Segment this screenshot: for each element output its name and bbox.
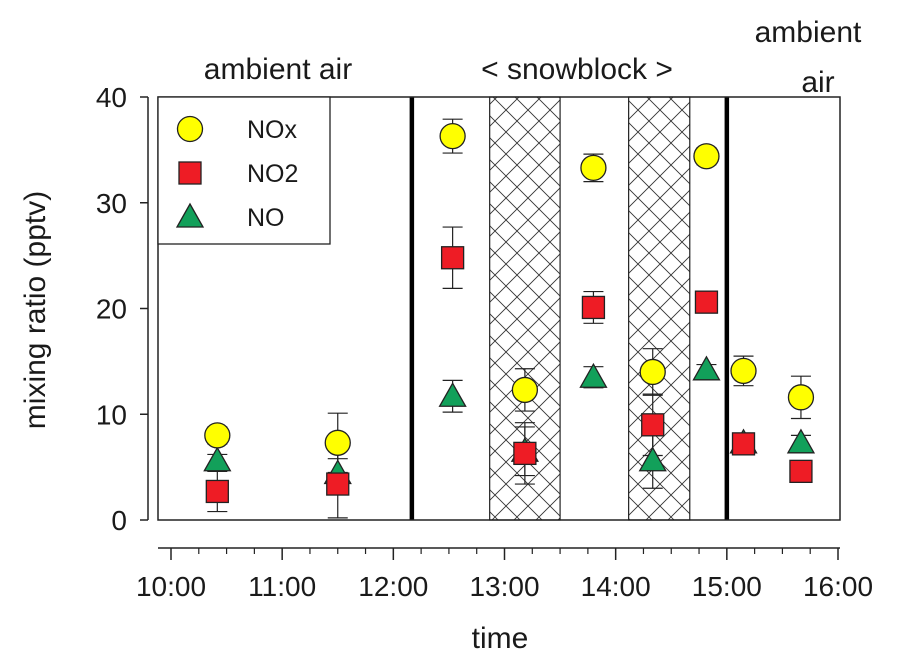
x-tick-label-1600: 16:00 [803,571,873,602]
x-tick-label-1200: 12:00 [358,571,428,602]
y-tick-label-40: 40 [96,82,127,113]
no2-point [731,432,756,456]
nox-point [324,429,351,456]
legend-marker-no [175,202,205,228]
region-label-snowblock: < snowblock > [481,53,673,86]
legend-label-no2: NO2 [247,160,298,188]
no-point [438,381,467,407]
y-tick-label-0: 0 [111,505,127,536]
x-tick-label-1300: 13:00 [469,571,539,602]
x-tick-label-1400: 14:00 [581,571,651,602]
legend-label-nox: NOx [247,116,298,144]
x-tick-label-1100: 11:00 [248,571,316,602]
region-label-ambient-air-left: ambient air [204,53,352,86]
x-tick-label-1500: 15:00 [692,571,762,602]
no-point [692,355,721,381]
nox-point [204,422,231,449]
nox-point [730,357,757,385]
x-tick-label-1000: 10:00 [136,571,206,602]
no-point [786,428,816,454]
y-tick-label-10: 10 [96,399,127,430]
y-tick-label-20: 20 [96,294,127,325]
legend-marker-nox [176,115,204,143]
nox-point [787,384,815,411]
region-label-ambient-right-line1: ambient [755,16,862,49]
legend-label-no: NO [247,204,285,232]
no-point [638,446,667,472]
plot-frame [157,96,841,521]
no-point [203,446,232,472]
y-axis-title: mixing ratio (pptv) [19,191,52,429]
nox-point [580,154,607,182]
nox-point [439,122,466,150]
no-point [579,362,608,388]
no2-point [326,472,350,496]
no2-point [789,459,813,484]
no2-point [205,479,229,504]
y-tick-label-30: 30 [96,188,127,219]
no2-point [581,295,606,320]
nox-point [693,143,720,170]
hatched-period-2 [628,96,691,521]
no2-point [440,246,465,270]
nox-point [639,358,666,386]
x-axis-title: time [472,622,529,655]
no2-point [513,441,537,466]
no2-point [641,413,665,437]
region-label-ambient-right-line2: air [801,66,834,99]
no2-point [694,290,719,314]
nox-point [511,376,539,404]
legend-marker-no2 [178,161,202,185]
